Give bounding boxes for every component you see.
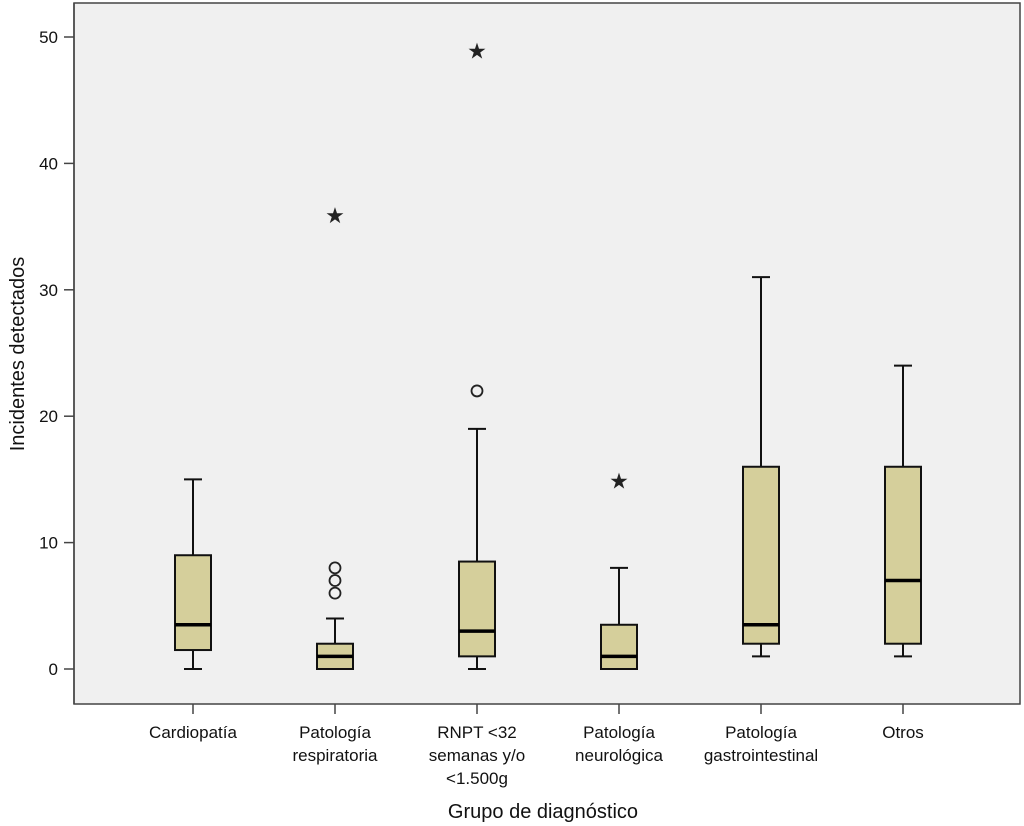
y-axis: 0 10 20 30 40 50 bbox=[39, 3, 75, 704]
outlier-point bbox=[470, 384, 484, 398]
box-0 bbox=[174, 478, 212, 670]
x-tick-label-line: RNPT <32 bbox=[437, 723, 517, 742]
x-tick-label: Otros bbox=[882, 723, 924, 742]
y-tick-label: 30 bbox=[39, 281, 58, 300]
y-tick-label: 10 bbox=[39, 534, 58, 553]
x-tick-label-line: gastrointestinal bbox=[704, 746, 818, 765]
box-5 bbox=[884, 364, 922, 658]
x-tick-label-line: Patología bbox=[725, 723, 797, 742]
x-axis: Cardiopatía Patología respiratoria RNPT <32… bbox=[149, 704, 924, 788]
y-tick-label: 0 bbox=[49, 660, 58, 679]
y-axis-label: Incidentes detectados bbox=[7, 257, 29, 452]
outlier-point bbox=[328, 586, 342, 600]
x-tick-label-line: neurológica bbox=[575, 746, 663, 765]
y-tick-label: 40 bbox=[39, 154, 58, 173]
y-tick-label: 50 bbox=[39, 28, 58, 47]
outlier-point bbox=[328, 561, 342, 575]
x-tick-label: Patología respiratoria bbox=[292, 723, 378, 765]
x-axis-label: Grupo de diagnóstico bbox=[448, 801, 638, 823]
iqr-box bbox=[458, 560, 496, 658]
iqr-box bbox=[884, 465, 922, 645]
x-tick-label: Patología gastrointestinal bbox=[704, 723, 818, 765]
box-2: ★ bbox=[458, 39, 496, 670]
x-tick-label: Patología neurológica bbox=[575, 723, 663, 765]
extreme-star: ★ bbox=[609, 468, 629, 493]
plot-area bbox=[73, 2, 1021, 705]
x-tick-label-line: <1.500g bbox=[446, 769, 508, 788]
extreme-star: ★ bbox=[325, 203, 345, 228]
iqr-box bbox=[600, 623, 638, 671]
extreme-star: ★ bbox=[467, 39, 487, 64]
box-4 bbox=[742, 276, 780, 658]
box-3: ★ bbox=[600, 468, 638, 671]
x-tick-label-line: Patología bbox=[583, 723, 655, 742]
x-tick-label-line: respiratoria bbox=[292, 746, 378, 765]
x-tick-label-line: Cardiopatía bbox=[149, 723, 237, 742]
boxes: ★ ★ ★ bbox=[174, 39, 922, 671]
x-tick-label-line: Otros bbox=[882, 723, 924, 742]
iqr-box bbox=[742, 465, 780, 645]
outlier-point bbox=[328, 574, 342, 587]
x-tick-label-line: semanas y/o bbox=[429, 746, 525, 765]
x-tick-label: Cardiopatía bbox=[149, 723, 237, 742]
x-tick-label-line: Patología bbox=[299, 723, 371, 742]
x-tick-label: RNPT <32 semanas y/o <1.500g bbox=[429, 723, 525, 788]
y-tick-label: 20 bbox=[39, 407, 58, 426]
box-1: ★ bbox=[316, 203, 354, 670]
iqr-box bbox=[174, 554, 212, 652]
